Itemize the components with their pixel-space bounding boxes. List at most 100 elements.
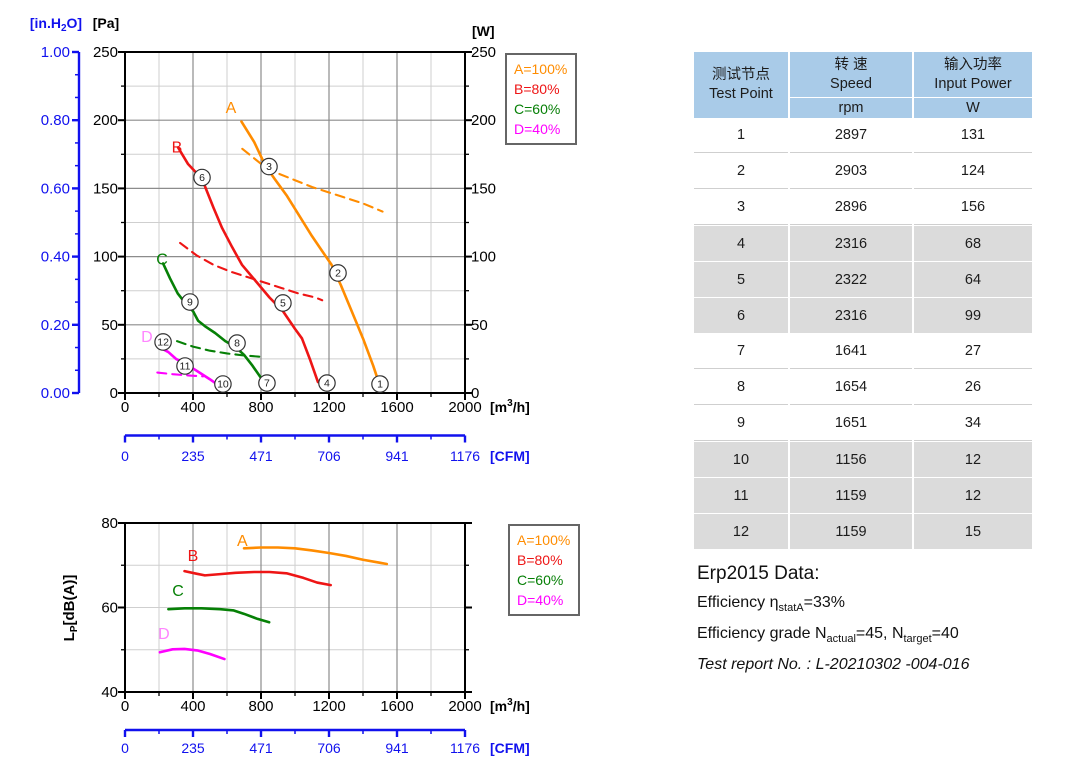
cell-speed: 1159 (790, 514, 912, 549)
curve-B-noise (183, 569, 333, 587)
svg-text:0.40: 0.40 (41, 249, 70, 266)
curve-D-power (156, 371, 205, 378)
table-row-4: 4 2316 68 (694, 226, 1032, 261)
svg-text:40: 40 (101, 684, 118, 701)
svg-text:0: 0 (121, 448, 129, 464)
cell-power: 12 (914, 442, 1032, 477)
erp-efficiency: Efficiency ηstatA=33% (697, 594, 845, 615)
svg-text:706: 706 (317, 448, 341, 464)
cell-power: 68 (914, 226, 1032, 261)
svg-text:50: 50 (101, 317, 118, 334)
svg-text:100: 100 (93, 249, 118, 266)
legend-item-b: B=80% (517, 552, 563, 568)
cell-test-point: 12 (694, 514, 788, 549)
svg-text:LP[dB(A)]: LP[dB(A)] (61, 575, 80, 642)
svg-text:[Pa]: [Pa] (93, 15, 119, 31)
svg-text:1600: 1600 (380, 399, 413, 416)
svg-text:[W]: [W] (472, 23, 495, 39)
erp-data-block: Erp2015 Data: Efficiency ηstatA=33% Effi… (697, 563, 969, 685)
header-speed: 转 速 Speed rpm (790, 52, 912, 118)
header-power-en: Input Power (934, 75, 1012, 92)
noise-chart: 80 60 40 LP[dB(A)] 0 400 800 1200 1600 2000 [m3/h]… (61, 515, 530, 756)
svg-text:706: 706 (317, 740, 341, 756)
svg-text:1176: 1176 (450, 740, 480, 756)
svg-text:471: 471 (249, 740, 273, 756)
test-point-marker-12 (154, 333, 172, 351)
erp-test-report-no: Test report No. : L-20210302 -004-016 (697, 656, 970, 674)
test-point-marker-1 (371, 375, 389, 393)
header-power-unit: W (966, 100, 980, 116)
svg-text:200: 200 (471, 112, 496, 129)
svg-text:2: 2 (335, 267, 341, 279)
svg-text:D: D (141, 329, 153, 346)
header-test-point-zh: 测试节点 (712, 67, 770, 83)
svg-text:1600: 1600 (380, 698, 413, 715)
cell-speed: 2316 (790, 226, 912, 261)
cell-power: 34 (914, 406, 1032, 441)
test-point-marker-9 (181, 293, 199, 311)
cell-test-point: 9 (694, 406, 788, 441)
svg-text:941: 941 (385, 448, 409, 464)
svg-text:7: 7 (264, 378, 270, 390)
svg-text:12: 12 (157, 336, 169, 348)
test-point-marker-5 (274, 294, 292, 312)
test-point-marker-6 (193, 168, 211, 187)
svg-text:0: 0 (121, 740, 129, 756)
header-speed-unit: rpm (838, 100, 864, 116)
svg-text:A: A (226, 100, 237, 117)
svg-text:5: 5 (280, 297, 286, 309)
cell-test-point: 3 (694, 190, 788, 225)
svg-text:1: 1 (377, 378, 383, 390)
table-row-11: 11 1159 12 (694, 478, 1032, 513)
cell-test-point: 2 (694, 154, 788, 189)
svg-text:1200: 1200 (312, 698, 345, 715)
table-row-2: 2 2903 124 (694, 154, 1032, 189)
svg-text:B: B (172, 139, 183, 156)
svg-text:11: 11 (180, 360, 191, 372)
svg-text:6: 6 (199, 172, 205, 184)
svg-text:80: 80 (101, 515, 118, 532)
cell-test-point: 1 (694, 118, 788, 153)
svg-text:250: 250 (93, 44, 118, 61)
svg-text:0.80: 0.80 (41, 112, 70, 129)
table-row-12: 12 1159 15 (694, 514, 1032, 549)
svg-text:[m3/h]: [m3/h] (490, 697, 530, 714)
header-test-point-en: Test Point (709, 86, 773, 102)
svg-text:D: D (158, 626, 170, 643)
svg-text:0: 0 (121, 698, 129, 715)
svg-text:[CFM]: [CFM] (490, 448, 530, 464)
svg-text:8: 8 (234, 338, 240, 350)
svg-text:[CFM]: [CFM] (490, 740, 530, 756)
pressure-power-chart: 2502001501005002502001501005001.000.800.… (30, 15, 530, 464)
svg-text:10: 10 (217, 378, 229, 390)
svg-text:[m3/h]: [m3/h] (490, 398, 530, 415)
chart1-root: 2502001501005002502001501005001.000.800.… (30, 15, 530, 464)
test-point-marker-10 (214, 375, 232, 393)
table-row-6: 6 2316 99 (694, 298, 1032, 333)
svg-text:235: 235 (181, 740, 205, 756)
svg-text:50: 50 (471, 317, 488, 334)
cell-test-point: 8 (694, 370, 788, 405)
cell-test-point: 4 (694, 226, 788, 261)
svg-text:2000: 2000 (448, 399, 481, 416)
header-power: 输入功率 Input Power W (914, 52, 1032, 118)
svg-text:1.00: 1.00 (41, 44, 70, 61)
cell-power: 27 (914, 334, 1032, 369)
svg-text:150: 150 (93, 180, 118, 197)
svg-text:4: 4 (324, 378, 330, 390)
svg-text:1176: 1176 (450, 448, 480, 464)
table-row-7: 7 1641 27 (694, 334, 1032, 369)
svg-text:3: 3 (266, 161, 272, 173)
svg-text:250: 250 (471, 44, 496, 61)
legend-item-a: A=100% (517, 532, 571, 548)
test-point-marker-3 (260, 157, 278, 176)
test-point-marker-7 (258, 374, 276, 392)
svg-text:0.20: 0.20 (41, 317, 70, 334)
test-point-marker-2 (329, 264, 347, 282)
svg-text:B: B (188, 548, 199, 565)
cell-speed: 1156 (790, 442, 912, 477)
cell-power: 12 (914, 478, 1032, 513)
svg-text:0: 0 (110, 385, 118, 402)
svg-text:0.00: 0.00 (41, 385, 70, 402)
